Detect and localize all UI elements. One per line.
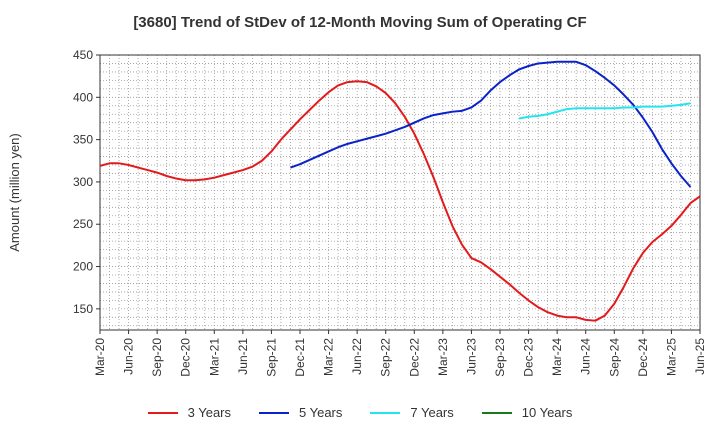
x-tick-label: Jun-22: [350, 338, 364, 375]
x-tick-label: Mar-20: [93, 338, 107, 376]
legend-label: 10 Years: [521, 405, 573, 420]
x-tick-label: Dec-23: [522, 338, 536, 377]
grid: [100, 55, 700, 330]
series-line-5-years: [290, 60, 692, 188]
legend: 3 Years 5 Years 7 Years 10 Years: [0, 405, 720, 420]
legend-swatch: [370, 411, 401, 414]
x-tick-label: Jun-24: [579, 338, 593, 375]
legend-label: 7 Years: [410, 405, 454, 420]
legend-item-3-years: 3 Years: [147, 405, 231, 420]
legend-swatch: [481, 411, 512, 414]
x-tick-label: Sep-22: [379, 338, 393, 377]
y-tick-label: 300: [73, 175, 93, 189]
y-tick-label: 450: [73, 48, 93, 62]
x-tick-label: Sep-24: [607, 338, 621, 377]
x-tick-label: Mar-23: [436, 338, 450, 376]
series-line-7-years: [518, 102, 691, 120]
y-axis-label: Amount (million yen): [7, 133, 22, 252]
x-tick-label: Dec-20: [179, 338, 193, 377]
x-axis: Mar-20 Jun-20 Sep-20 Dec-20 Mar-21 Jun-21 Sep-…: [93, 330, 707, 377]
x-tick-label: Jun-20: [122, 338, 136, 375]
plot-frame: [99, 54, 701, 331]
legend-item-5-years: 5 Years: [259, 405, 342, 420]
legend-item-10-years: 10 Years: [481, 405, 573, 420]
x-tick-label: Jun-21: [236, 338, 250, 375]
y-tick-label: 400: [73, 90, 93, 104]
legend-swatch: [259, 411, 289, 414]
series-lines: [99, 60, 701, 322]
x-tick-label: Mar-22: [322, 338, 336, 376]
x-tick-label: Mar-25: [664, 338, 678, 376]
x-tick-label: Mar-21: [207, 338, 221, 376]
x-tick-label: Sep-20: [150, 338, 164, 377]
x-tick-label: Mar-24: [550, 338, 564, 376]
y-axis: 150 200 250 300 350 400 450: [73, 48, 100, 316]
x-tick-label: Jun-23: [464, 338, 478, 375]
x-tick-label: Dec-22: [407, 338, 421, 377]
legend-label: 5 Years: [299, 405, 343, 420]
legend-item-7-years: 7 Years: [370, 405, 454, 420]
x-tick-label: Sep-21: [264, 338, 278, 377]
x-tick-label: Dec-21: [293, 338, 307, 377]
y-tick-label: 250: [73, 217, 93, 231]
legend-swatch: [147, 411, 178, 414]
series-line-3-years: [99, 80, 701, 322]
x-tick-label: Sep-23: [493, 338, 507, 377]
x-tick-label: Dec-24: [636, 338, 650, 377]
y-tick-label: 200: [73, 260, 93, 274]
y-tick-label: 350: [73, 133, 93, 147]
y-tick-label: 150: [73, 302, 93, 316]
legend-label: 3 Years: [187, 405, 231, 420]
chart-title: [3680] Trend of StDev of 12-Month Moving…: [133, 14, 587, 31]
x-tick-label: Jun-25: [693, 338, 707, 375]
